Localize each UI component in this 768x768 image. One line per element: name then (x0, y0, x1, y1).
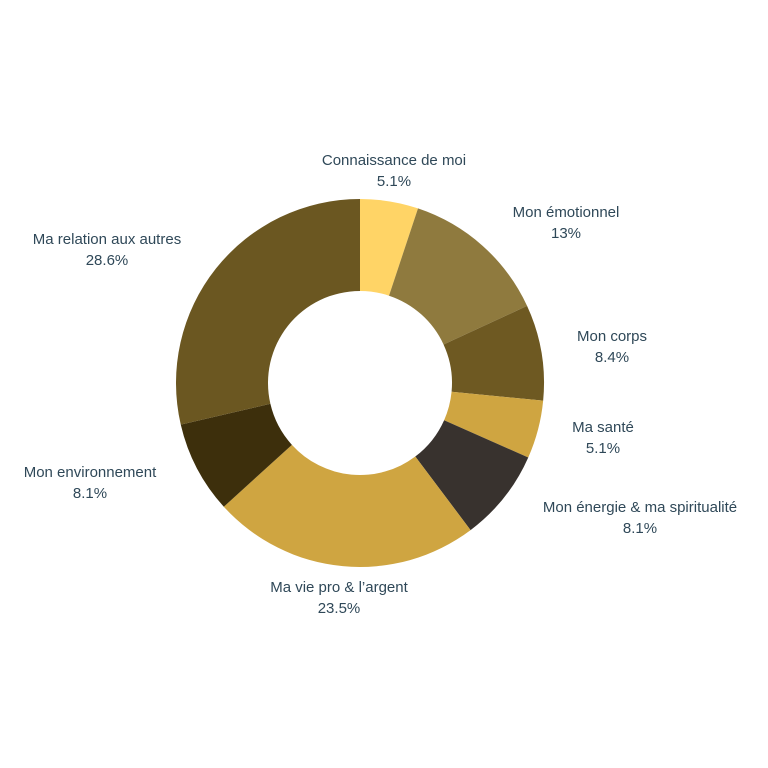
slice-labels: Connaissance de moi 5.1% Mon émotionnel 13%… (24, 152, 737, 617)
slice-value-3: 5.1% (586, 440, 620, 457)
slice-5 (223, 444, 471, 567)
slice-label-3: Ma santé (572, 419, 634, 436)
slice-label-5: Ma vie pro & l’argent (270, 579, 408, 596)
slice-value-5: 23.5% (318, 600, 361, 617)
slice-value-0: 5.1% (377, 173, 411, 190)
slice-0 (360, 199, 419, 296)
slice-value-6: 8.1% (73, 485, 107, 502)
slice-label-1: Mon émotionnel (513, 204, 620, 221)
slice-label-0: Connaissance de moi (322, 152, 466, 169)
slice-4 (415, 420, 529, 531)
slice-value-4: 8.1% (623, 520, 657, 537)
slice-6 (180, 403, 292, 507)
slice-2 (443, 305, 545, 401)
slice-3 (444, 391, 544, 458)
slice-label-7: Ma relation aux autres (33, 231, 181, 248)
slice-label-6: Mon environnement (24, 464, 157, 481)
donut-slices (176, 199, 545, 567)
slice-label-4: Mon énergie & ma spiritualité (543, 499, 737, 516)
slice-value-2: 8.4% (595, 349, 629, 366)
slice-1 (389, 208, 528, 345)
slice-value-7: 28.6% (86, 252, 129, 269)
slice-label-2: Mon corps (577, 328, 647, 345)
slice-value-1: 13% (551, 225, 581, 242)
slice-7 (176, 199, 360, 425)
